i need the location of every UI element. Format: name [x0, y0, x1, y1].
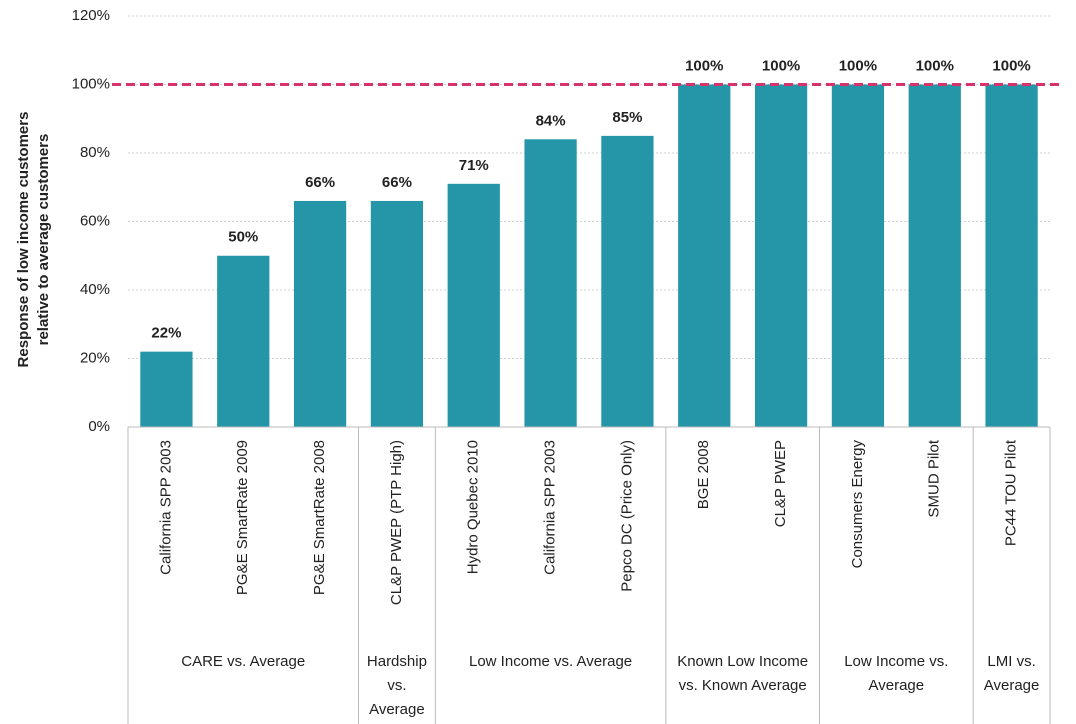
- bar: [754, 84, 808, 427]
- value-label: 66%: [305, 174, 335, 191]
- bar: [140, 351, 193, 427]
- x-tick-label: PG&E SmartRate 2009: [234, 440, 251, 595]
- bar: [217, 255, 270, 427]
- x-tick-label: CL&P PWEP: [772, 440, 789, 527]
- y-tick-label: 60%: [80, 212, 110, 229]
- x-tick-label: Hydro Quebec 2010: [465, 440, 482, 574]
- x-tick-label: CL&P PWEP (PTP High): [388, 440, 405, 605]
- x-tick-label: PC44 TOU Pilot: [1003, 439, 1020, 546]
- group-label: Hardship vs. Average: [366, 653, 427, 718]
- value-label: 85%: [612, 109, 642, 126]
- bar: [370, 200, 424, 427]
- value-label: 22%: [151, 325, 181, 342]
- y-tick-label: 0%: [88, 418, 110, 435]
- x-tick-label: Pepco DC (Price Only): [618, 440, 635, 592]
- bar: [447, 183, 500, 427]
- value-label: 100%: [992, 57, 1030, 74]
- bar: [985, 84, 1038, 427]
- bar: [678, 84, 731, 427]
- y-tick-label: 120%: [72, 7, 110, 24]
- x-tick-label: SMUD Pilot: [926, 439, 943, 517]
- value-label: 84%: [536, 112, 566, 129]
- group-label: Low Income vs. Average: [469, 653, 633, 670]
- bar: [601, 135, 654, 427]
- value-label: 100%: [685, 57, 723, 74]
- group-label: Low Income vs. Average: [844, 653, 949, 694]
- value-label: 71%: [459, 157, 489, 174]
- bar: [293, 200, 347, 427]
- y-tick-label: 20%: [80, 349, 110, 366]
- value-label: 66%: [382, 174, 412, 191]
- group-label: LMI vs. Average: [983, 653, 1040, 694]
- bar: [524, 139, 577, 428]
- x-tick-label: California SPP 2003: [542, 440, 559, 575]
- x-tick-label: California SPP 2003: [157, 440, 174, 575]
- bar: [831, 84, 885, 427]
- value-label: 50%: [228, 229, 258, 246]
- y-tick-label: 80%: [80, 144, 110, 161]
- x-tick-label: PG&E SmartRate 2008: [311, 440, 328, 595]
- value-label: 100%: [839, 57, 877, 74]
- group-label: CARE vs. Average: [181, 653, 306, 670]
- y-tick-label: 100%: [72, 75, 110, 92]
- group-label: Known Low Income vs. Known Average: [677, 653, 809, 694]
- x-tick-label: BGE 2008: [695, 440, 712, 509]
- x-tick-label: Consumers Energy: [849, 440, 866, 569]
- value-label: 100%: [762, 57, 800, 74]
- y-axis-label: Response of low income customers: [15, 112, 32, 368]
- y-tick-label: 40%: [80, 281, 110, 298]
- value-label: 100%: [916, 57, 954, 74]
- y-axis-label: relative to average customers: [35, 134, 52, 346]
- bar: [908, 84, 961, 427]
